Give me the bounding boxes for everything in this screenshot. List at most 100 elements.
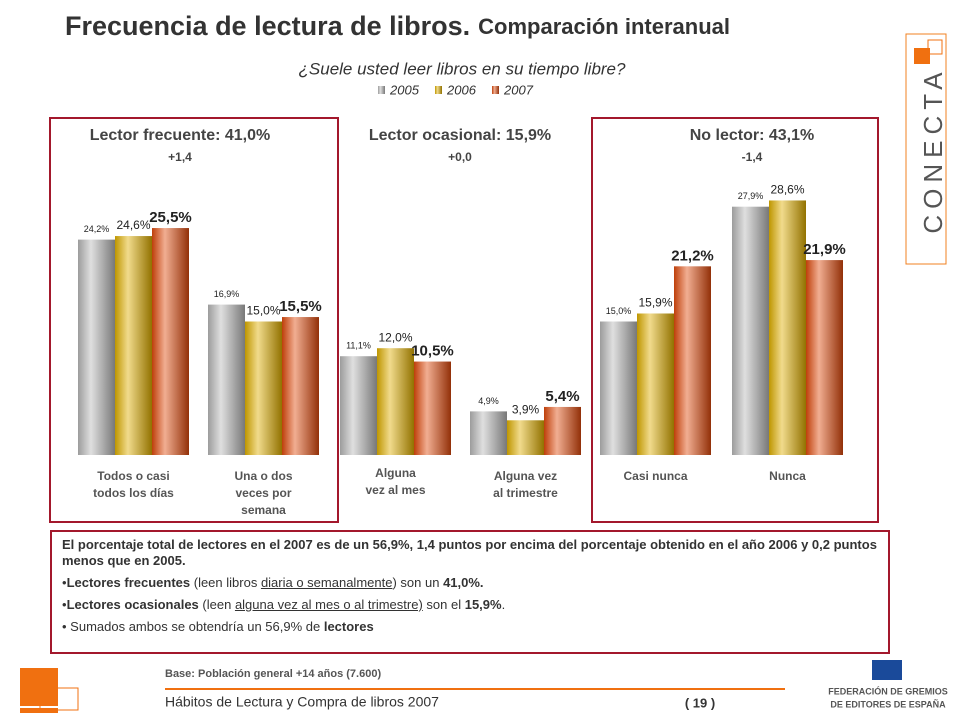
brand: CONECTA bbox=[918, 66, 948, 233]
category-label: Nunca bbox=[769, 469, 806, 483]
bar bbox=[637, 313, 674, 455]
note-text: 41,0%. bbox=[443, 575, 484, 590]
logo-bar bbox=[20, 708, 58, 713]
bullet: • bbox=[62, 597, 67, 612]
category-label: vez al mes bbox=[365, 483, 425, 497]
bar bbox=[600, 321, 637, 455]
value-label: 21,9% bbox=[803, 241, 846, 258]
bar bbox=[340, 356, 377, 455]
bar bbox=[78, 239, 115, 455]
group-box bbox=[591, 117, 879, 523]
value-label: 25,5% bbox=[149, 209, 192, 226]
legend-swatch bbox=[435, 86, 442, 94]
value-label: 15,9% bbox=[638, 296, 672, 310]
category-label: Casi nunca bbox=[623, 469, 687, 483]
brand-logo: CONECTA bbox=[905, 33, 948, 265]
category-label: Alguna bbox=[375, 466, 416, 480]
note-text: El porcentaje total de lectores en el 20… bbox=[62, 537, 877, 568]
title-suffix: Comparación interanual bbox=[478, 14, 730, 39]
note-text: • Sumados ambos se obtendría un 56,9% de bbox=[62, 619, 324, 634]
value-label: 28,6% bbox=[770, 183, 804, 197]
note: El porcentaje total de lectores en el 20… bbox=[62, 537, 878, 569]
bar bbox=[507, 420, 544, 455]
bar bbox=[414, 361, 451, 455]
value-label: 10,5% bbox=[411, 343, 454, 360]
group-label: Lector ocasional: 15,9% bbox=[369, 127, 551, 144]
logo-square bbox=[914, 48, 930, 64]
federation-logo bbox=[872, 660, 902, 680]
group-label: Lector frecuente: 41,0% bbox=[90, 127, 271, 144]
federation-name: FEDERACIÓN DE GREMIOS bbox=[828, 685, 948, 696]
group-label: No lector: 43,1% bbox=[690, 127, 814, 144]
group-box bbox=[49, 117, 339, 523]
group-change: -1,4 bbox=[742, 150, 763, 164]
bar bbox=[544, 406, 581, 455]
note-text: son el bbox=[422, 597, 465, 612]
bar bbox=[115, 236, 152, 455]
report-name: Hábitos de Lectura y Compra de libros 20… bbox=[165, 694, 439, 710]
value-label: 15,5% bbox=[279, 298, 322, 315]
subtitle: ¿Suele usted leer libros en su tiempo li… bbox=[299, 59, 626, 78]
bar bbox=[282, 317, 319, 455]
logo-square bbox=[20, 668, 58, 706]
page-number: ( 19 ) bbox=[685, 695, 715, 710]
group-change: +1,4 bbox=[168, 150, 192, 164]
category-label: Una o dos bbox=[234, 469, 292, 483]
bar bbox=[769, 200, 806, 455]
category-label: al trimestre bbox=[493, 486, 558, 500]
note-text: alguna vez al mes o al trimestre) bbox=[234, 597, 423, 612]
legend-label: 2006 bbox=[446, 82, 477, 97]
notes-box: El porcentaje total de lectores en el 20… bbox=[50, 530, 890, 654]
legend-swatch bbox=[492, 86, 499, 94]
legend-label: 2005 bbox=[389, 82, 420, 97]
bar bbox=[732, 206, 769, 455]
category-label: veces por bbox=[235, 486, 291, 500]
logo-square bbox=[39, 687, 79, 711]
note-text: diaria o semanalmente bbox=[260, 575, 393, 590]
category-label: todos los días bbox=[93, 486, 174, 500]
bar bbox=[245, 321, 282, 455]
note-text: (leen bbox=[198, 597, 235, 612]
note-text: (leen libros bbox=[190, 575, 261, 590]
note: • Sumados ambos se obtendría un 56,9% de… bbox=[62, 619, 878, 635]
note-text: lectores bbox=[323, 619, 374, 634]
value-label: 16,9% bbox=[214, 289, 240, 299]
value-label: 15,0% bbox=[606, 306, 632, 316]
bar bbox=[674, 266, 711, 455]
note: •Lectores ocasionales (leen alguna vez a… bbox=[62, 597, 878, 613]
logo-frame bbox=[905, 33, 947, 265]
category-label: Alguna vez bbox=[494, 469, 557, 483]
category-label: Todos o casi bbox=[97, 469, 169, 483]
footer-logo bbox=[20, 668, 79, 713]
legend-swatch bbox=[378, 86, 385, 94]
logo-square bbox=[927, 39, 943, 55]
bar bbox=[377, 348, 414, 455]
bar bbox=[152, 228, 189, 455]
value-label: 24,2% bbox=[84, 224, 110, 234]
note-text: . bbox=[501, 597, 506, 612]
note-text: ) son un bbox=[392, 575, 444, 590]
note-text: Lectores ocasionales bbox=[66, 597, 199, 612]
base-note: Base: Población general +14 años (7.600) bbox=[165, 668, 381, 680]
title-main: Frecuencia de lectura de libros. bbox=[65, 11, 470, 41]
value-label: 21,2% bbox=[671, 247, 714, 264]
bar bbox=[208, 304, 245, 455]
group-change: +0,0 bbox=[448, 150, 472, 164]
note-text: 15,9% bbox=[464, 597, 502, 612]
value-label: 4,9% bbox=[478, 396, 499, 406]
value-label: 3,9% bbox=[512, 402, 540, 416]
bar bbox=[470, 411, 507, 455]
bar bbox=[806, 260, 843, 455]
bullet: • bbox=[62, 575, 67, 590]
legend-label: 2007 bbox=[503, 82, 534, 97]
note-text: Lectores frecuentes bbox=[66, 575, 191, 590]
title: Frecuencia de lectura de libros. Comparac… bbox=[65, 11, 730, 41]
federation-name: DE EDITORES DE ESPAÑA bbox=[830, 699, 946, 709]
note: •Lectores frecuentes (leen libros diaria… bbox=[62, 575, 878, 591]
value-label: 11,1% bbox=[346, 341, 371, 351]
value-label: 12,0% bbox=[378, 330, 412, 344]
value-label: 24,6% bbox=[116, 218, 150, 232]
value-label: 5,4% bbox=[545, 388, 579, 405]
